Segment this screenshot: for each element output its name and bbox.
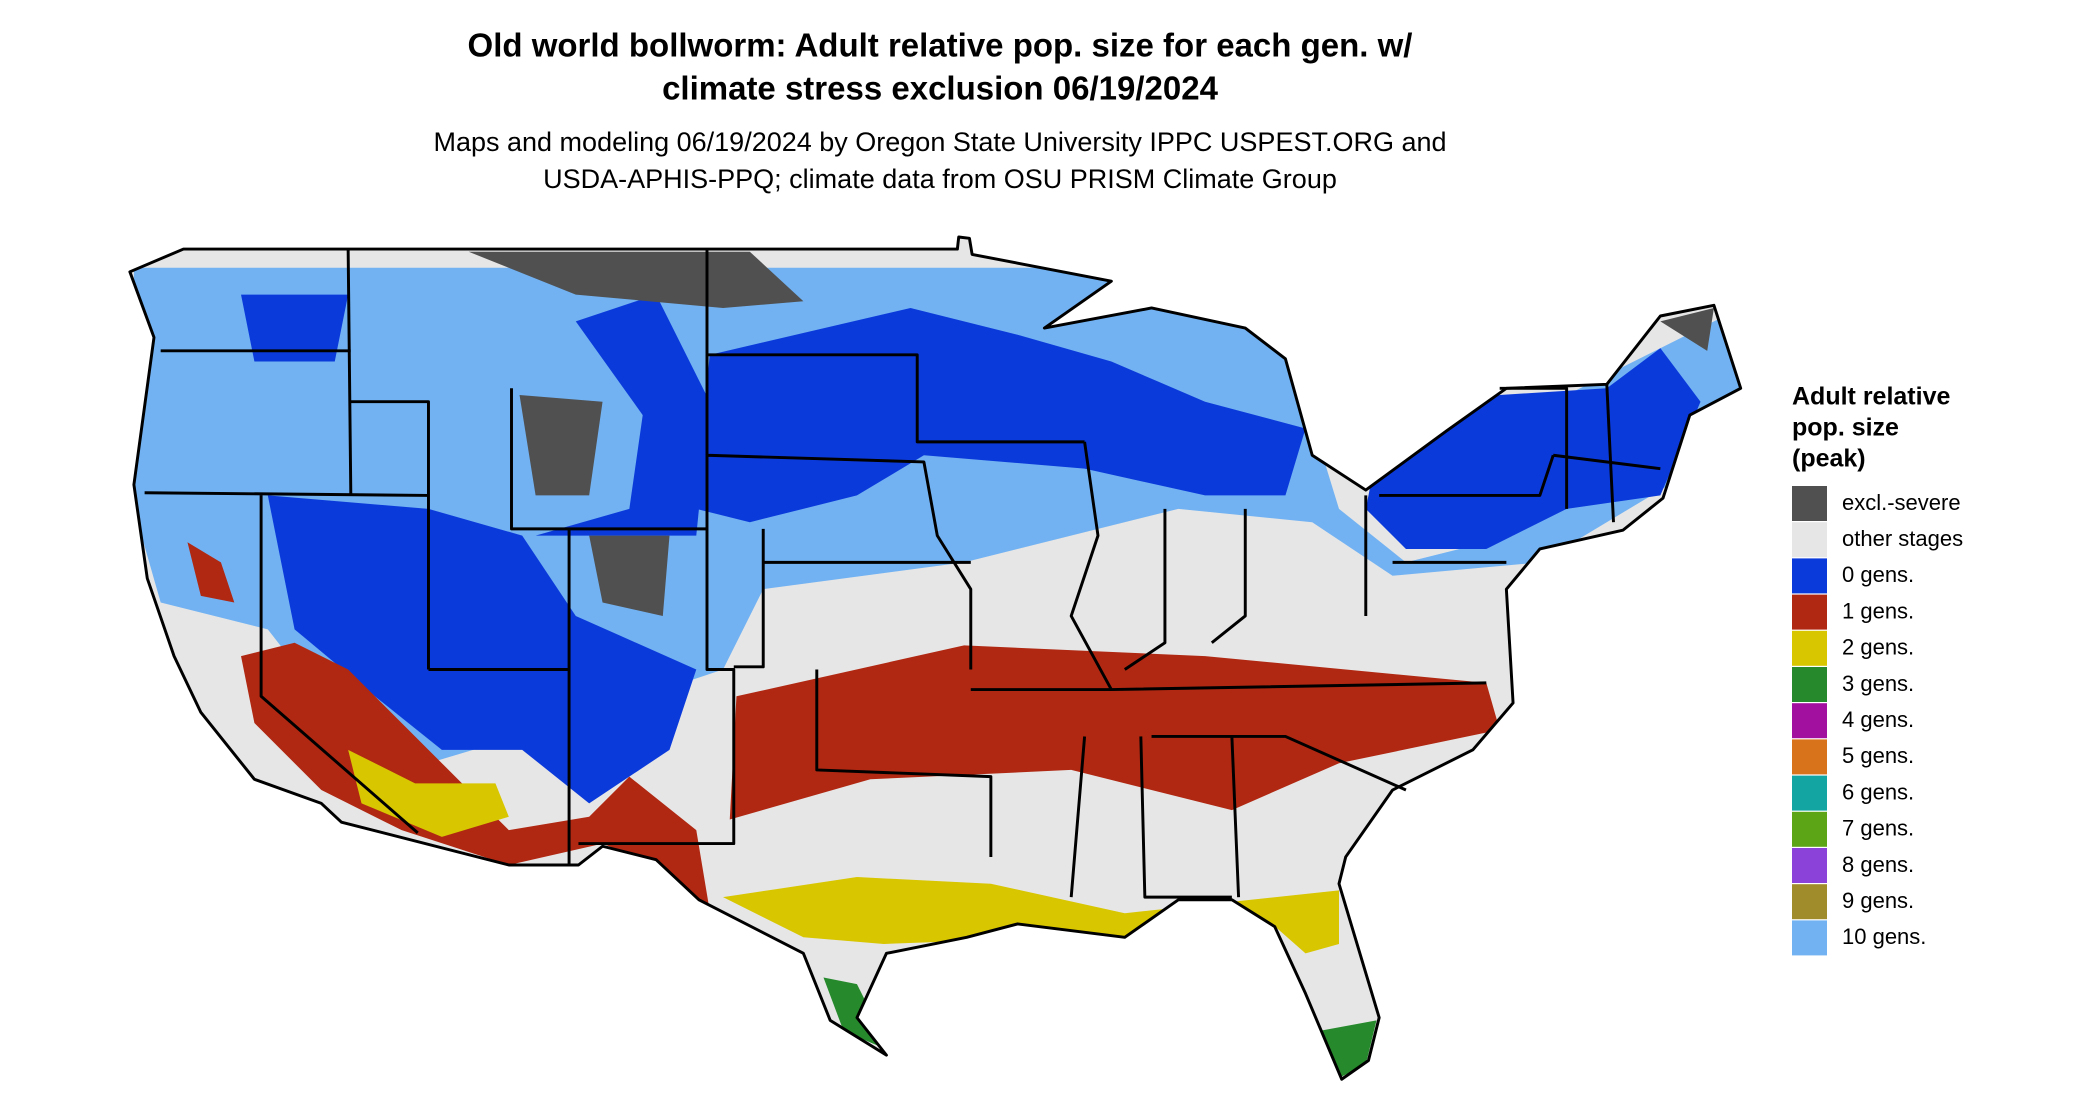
legend-label: 6 gens. — [1842, 779, 1914, 804]
legend-swatch — [1792, 920, 1827, 956]
legend-swatch — [1792, 594, 1827, 630]
region-blue — [696, 307, 1306, 523]
legend-label: excl.-severe — [1842, 490, 1961, 515]
state-borders — [128, 235, 1743, 1081]
legend-title: (peak) — [1792, 445, 1866, 473]
legend-label: 2 gens. — [1842, 635, 1914, 660]
region-one-gen — [187, 542, 1500, 911]
legend-swatch — [1792, 703, 1827, 739]
subtitle: USDA-APHIS-PPQ; climate data from OSU PR… — [543, 164, 1337, 194]
legend-swatch — [1792, 775, 1827, 811]
region-excluded — [468, 251, 1714, 616]
legend-label: 0 gens. — [1842, 562, 1914, 587]
region-three-gen — [823, 977, 1377, 1078]
legend-label: 4 gens. — [1842, 707, 1914, 732]
title: climate stress exclusion 06/19/2024 — [662, 70, 1219, 107]
legend-label: 5 gens. — [1842, 743, 1914, 768]
region-blue — [1365, 348, 1701, 549]
legend-label: 7 gens. — [1842, 816, 1914, 841]
legend-title: pop. size — [1792, 414, 1899, 442]
legend-swatch — [1792, 522, 1827, 558]
region-blue — [241, 294, 710, 804]
legend-label: 10 gens. — [1842, 924, 1926, 949]
legend-swatch — [1792, 630, 1827, 666]
legend-label: 1 gens. — [1842, 598, 1914, 623]
legend-label: 8 gens. — [1842, 852, 1914, 877]
subtitle: Maps and modeling 06/19/2024 by Oregon S… — [433, 127, 1446, 157]
legend-swatch — [1792, 811, 1827, 847]
legend-swatch — [1792, 848, 1827, 883]
legend-label: other stages — [1842, 526, 1963, 551]
legend-title: Adult relative — [1792, 383, 1950, 411]
legend-swatch — [1792, 486, 1827, 521]
title: Old world bollworm: Adult relative pop. … — [468, 27, 1413, 64]
region-two-gen — [348, 749, 1339, 954]
legend-label: 9 gens. — [1842, 888, 1914, 913]
map — [128, 235, 1743, 1081]
legend-swatch — [1792, 884, 1827, 920]
legend-swatch — [1792, 739, 1827, 775]
legend-swatch — [1792, 667, 1827, 702]
legend-swatch — [1792, 558, 1827, 594]
legend: Adult relative pop. size (peak) excl.-sever… — [1792, 383, 1963, 956]
legend-label: 3 gens. — [1842, 671, 1914, 696]
